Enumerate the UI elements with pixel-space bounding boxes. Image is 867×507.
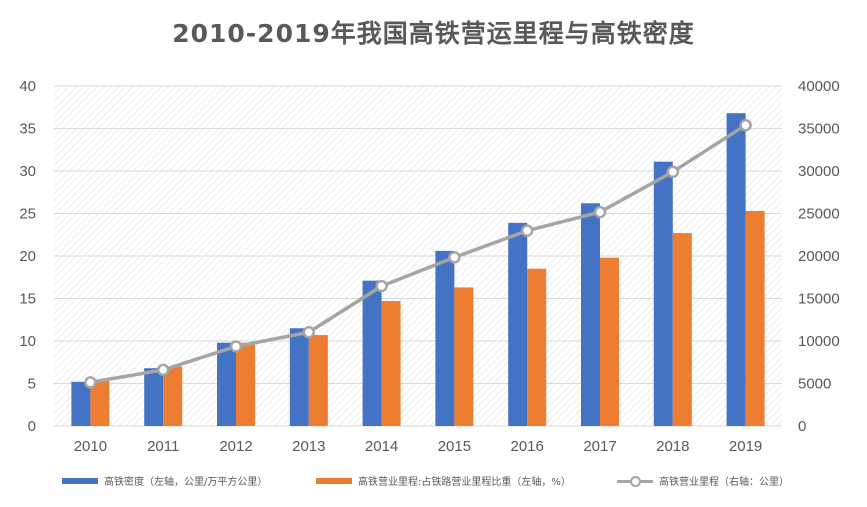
x-tick-label: 2014	[365, 438, 398, 455]
bar-ratio	[454, 287, 474, 426]
bar-density	[581, 203, 600, 426]
bar-density	[71, 381, 91, 426]
left-tick-label: 10	[19, 333, 36, 350]
legend-item-mileage: 高铁营业里程（右轴：公里）	[617, 473, 789, 488]
x-tick-label: 2010	[74, 438, 107, 455]
legend-swatch-density	[62, 477, 98, 484]
bar-density	[289, 328, 309, 426]
bar-ratio	[600, 257, 619, 426]
mileage-point	[229, 340, 243, 353]
bar-ratio	[745, 210, 765, 426]
left-tick-label: 20	[19, 248, 36, 265]
right-axis: 0 5000 10000 15000 20000 25000 30000 35000 40000	[798, 78, 840, 435]
left-tick-label: 15	[19, 291, 36, 308]
bar-ratio	[163, 366, 183, 426]
x-tick-label: 2012	[219, 438, 252, 455]
mileage-point	[666, 165, 680, 179]
left-tick-label: 40	[19, 78, 36, 95]
right-tick-label: 35000	[798, 121, 840, 138]
mileage-point	[520, 224, 534, 237]
legend-item-density: 高铁密度（左轴，公里/万平方公里）	[62, 473, 267, 488]
x-tick-label: 2013	[292, 438, 325, 455]
x-tick-label: 2011	[147, 438, 179, 455]
mileage-point	[156, 363, 170, 377]
bar-density	[144, 368, 164, 426]
legend: 高铁密度（左轴，公里/万平方公里） 高铁营业里程:占铁路营业里程比重（左轴，%）…	[0, 473, 867, 493]
bar-density	[726, 113, 746, 426]
right-tick-label: 15000	[798, 291, 840, 308]
bar-ratio	[527, 268, 547, 426]
legend-label-density: 高铁密度（左轴，公里/万平方公里）	[104, 477, 268, 488]
series-ratio-bars	[90, 210, 765, 426]
right-tick-label: 5000	[798, 376, 831, 393]
bar-ratio	[236, 342, 255, 426]
series-mileage-line	[84, 118, 752, 389]
bar-density	[653, 161, 673, 426]
x-tick-label: 2019	[729, 438, 762, 455]
mileage-point	[375, 279, 388, 293]
right-tick-label: 0	[798, 418, 806, 435]
left-axis: 0 5 10 15 20 25 30 35 40	[19, 78, 36, 435]
legend-label-mileage: 高铁营业里程（右轴：公里）	[659, 477, 789, 488]
mileage-line	[90, 123, 747, 385]
right-tick-label: 20000	[798, 248, 840, 265]
bar-ratio	[308, 335, 328, 426]
right-tick-label: 10000	[798, 333, 840, 350]
bar-ratio	[90, 380, 110, 426]
legend-item-ratio: 高铁营业里程:占铁路营业里程比重（左轴，%）	[316, 473, 571, 488]
bar-density	[508, 222, 528, 426]
x-tick-label: 2018	[656, 438, 689, 455]
x-tick-label: 2015	[438, 438, 471, 455]
left-tick-label: 35	[19, 121, 36, 138]
left-tick-label: 0	[28, 418, 36, 435]
mileage-point	[448, 251, 461, 264]
right-tick-label: 40000	[798, 78, 840, 95]
x-tick-label: 2017	[583, 438, 616, 455]
bar-ratio	[672, 233, 692, 426]
left-tick-label: 25	[19, 206, 36, 223]
right-tick-label: 30000	[798, 163, 840, 180]
right-tick-label: 25000	[798, 206, 840, 223]
mileage-point	[739, 118, 752, 132]
series-density-bars	[71, 113, 746, 426]
bar-density	[217, 342, 236, 426]
left-tick-label: 30	[19, 163, 36, 180]
mileage-point	[84, 376, 97, 389]
x-tick-label: 2016	[511, 438, 544, 455]
mileage-point	[593, 205, 607, 219]
left-tick-label: 5	[28, 376, 36, 393]
x-axis: 2010 2011 2012 2013 2014 2015 2016 2017 2018 2019	[74, 438, 763, 455]
chart-title: 2010-2019年我国高铁营运里程与高铁密度	[172, 19, 695, 48]
bar-ratio	[381, 301, 401, 426]
legend-swatch-mileage	[617, 475, 653, 487]
bar-density	[435, 250, 455, 426]
legend-swatch-ratio	[316, 477, 352, 484]
bar-density	[362, 280, 382, 426]
legend-label-ratio: 高铁营业里程:占铁路营业里程比重（左轴，%）	[358, 477, 571, 488]
mileage-point	[302, 326, 316, 339]
